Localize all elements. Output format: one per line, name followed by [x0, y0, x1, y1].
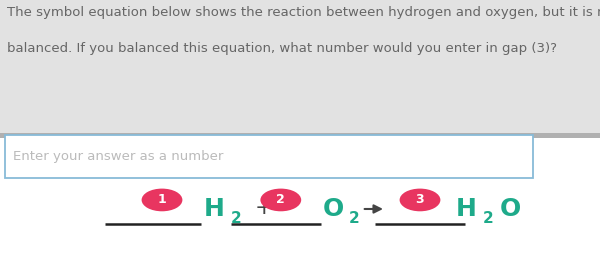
Text: 2: 2 — [482, 211, 493, 225]
Text: H: H — [456, 197, 477, 221]
Text: +: + — [255, 198, 274, 218]
Text: O: O — [500, 197, 521, 221]
Text: 2: 2 — [277, 194, 285, 206]
Ellipse shape — [142, 189, 182, 211]
Bar — [0, 0, 600, 135]
Text: H: H — [204, 197, 225, 221]
Ellipse shape — [400, 189, 440, 211]
Text: 2: 2 — [230, 211, 241, 225]
Text: 3: 3 — [416, 194, 424, 206]
Bar — [0, 135, 600, 258]
Bar — [5, 135, 533, 178]
Text: The symbol equation below shows the reaction between hydrogen and oxygen, but it: The symbol equation below shows the reac… — [7, 6, 600, 19]
Bar — [0, 133, 600, 138]
Text: Enter your answer as a number: Enter your answer as a number — [13, 150, 224, 163]
Text: O: O — [323, 197, 344, 221]
Ellipse shape — [260, 189, 301, 211]
Text: balanced. If you balanced this equation, what number would you enter in gap (3)?: balanced. If you balanced this equation,… — [7, 42, 557, 55]
Text: 1: 1 — [158, 194, 166, 206]
Text: 2: 2 — [349, 211, 360, 225]
